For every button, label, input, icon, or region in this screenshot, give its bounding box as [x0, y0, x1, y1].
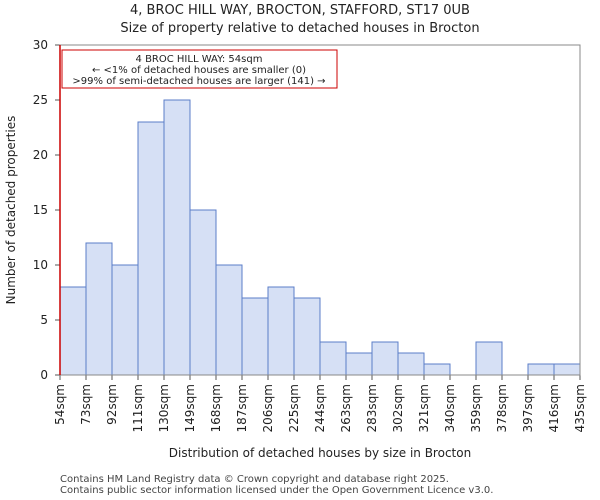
bar-187sqm [241, 297, 269, 376]
x-tick-label: 302sqm [391, 384, 405, 432]
y-tick-label: 5 [40, 313, 48, 327]
x-tick-label: 321sqm [417, 384, 431, 432]
y-tick-label: 0 [40, 368, 48, 382]
x-tick-label: 73sqm [79, 384, 93, 425]
bar-168sqm [215, 264, 243, 376]
bar-397sqm [527, 363, 555, 376]
y-tick-label: 20 [33, 148, 48, 162]
x-tick-label: 340sqm [443, 384, 457, 432]
bars-group [59, 99, 581, 376]
bar-321sqm [423, 363, 451, 376]
x-tick-label: 54sqm [53, 384, 67, 425]
bar-111sqm [137, 121, 165, 376]
x-tick-label: 244sqm [313, 384, 327, 432]
annotation-box: 4 BROC HILL WAY: 54sqm ← <1% of detached… [61, 49, 338, 89]
x-tick-label: 283sqm [365, 384, 379, 432]
x-tick-label: 187sqm [235, 384, 249, 432]
bar-244sqm [319, 341, 347, 376]
bar-225sqm [293, 297, 321, 376]
bar-54sqm [59, 286, 87, 376]
x-tick-label: 92sqm [105, 384, 119, 425]
y-axis-label: Number of detached properties [4, 116, 18, 305]
x-tick-label: 168sqm [209, 384, 223, 432]
annotation-line3: >99% of semi-detached houses are larger … [72, 76, 325, 87]
x-tick-label: 397sqm [521, 384, 535, 432]
chart-title-line2: Size of property relative to detached ho… [120, 21, 479, 36]
x-tick-label: 130sqm [157, 384, 171, 432]
x-tick-label: 225sqm [287, 384, 301, 432]
bar-130sqm [163, 99, 191, 376]
y-axis: 0 5 10 15 20 25 30 [33, 38, 60, 382]
bar-92sqm [111, 264, 139, 376]
x-axis-label: Distribution of detached houses by size … [169, 446, 471, 460]
y-tick-label: 10 [33, 258, 48, 272]
y-tick-label: 25 [33, 93, 48, 107]
annotation-line1: 4 BROC HILL WAY: 54sqm [136, 54, 263, 65]
x-tick-label: 111sqm [131, 384, 145, 432]
y-tick-label: 15 [33, 203, 48, 217]
x-tick-label: 206sqm [261, 384, 275, 432]
chart-title-line1: 4, BROC HILL WAY, BROCTON, STAFFORD, ST1… [130, 3, 470, 18]
footer-line1: Contains HM Land Registry data © Crown c… [60, 474, 449, 485]
bar-359sqm [475, 341, 503, 376]
x-tick-label: 149sqm [183, 384, 197, 432]
annotation-line2: ← <1% of detached houses are smaller (0) [92, 65, 306, 76]
footer-line2: Contains public sector information licen… [60, 485, 494, 496]
bar-416sqm [553, 363, 581, 376]
x-tick-label: 359sqm [469, 384, 483, 432]
x-tick-label: 378sqm [495, 384, 509, 432]
bar-263sqm [345, 352, 373, 376]
x-tick-label: 263sqm [339, 384, 353, 432]
x-tick-label: 416sqm [547, 384, 561, 432]
bar-206sqm [267, 286, 295, 376]
x-tick-label: 435sqm [573, 384, 587, 432]
bar-149sqm [189, 209, 217, 376]
bar-73sqm [85, 242, 113, 376]
bar-302sqm [397, 352, 425, 376]
y-tick-label: 30 [33, 38, 48, 52]
bar-283sqm [371, 341, 399, 376]
x-axis: 54sqm 73sqm 92sqm 111sqm 130sqm 149sqm 168sqm 1… [53, 375, 587, 432]
